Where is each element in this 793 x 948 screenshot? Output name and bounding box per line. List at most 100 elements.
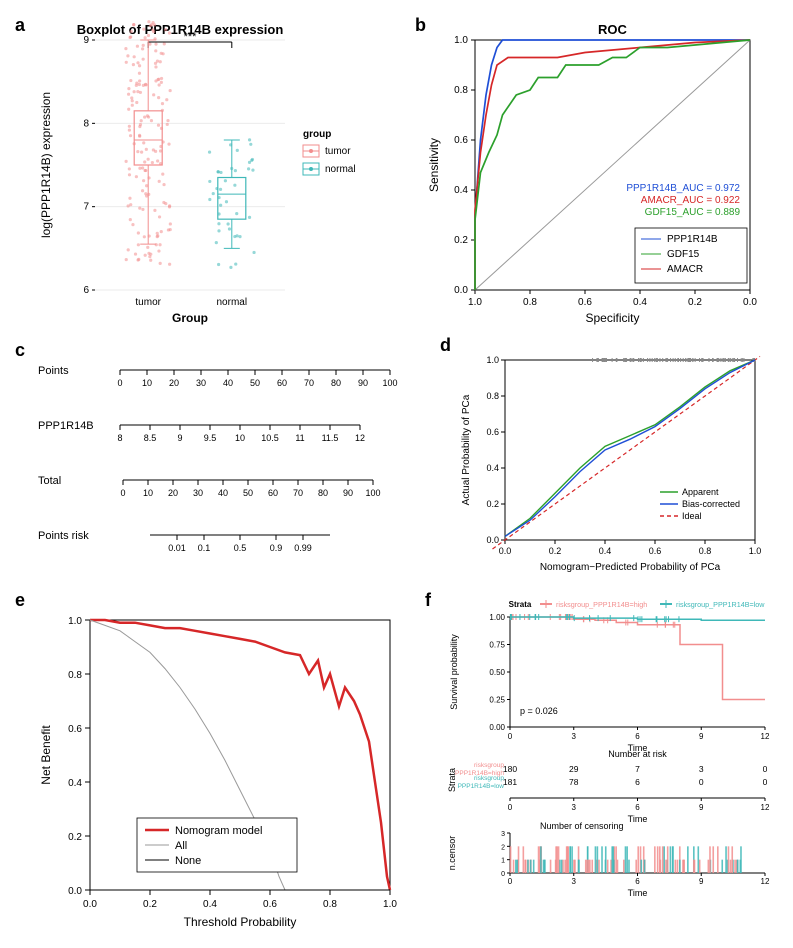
panel-label-f: f (425, 590, 431, 611)
svg-text:12: 12 (761, 732, 770, 741)
svg-text:Specificity: Specificity (585, 311, 639, 325)
calibration-panel: 0.00.00.20.20.40.40.60.60.80.81.01.0Nomo… (455, 345, 780, 585)
svg-text:PPP1R14B_AUC = 0.972: PPP1R14B_AUC = 0.972 (626, 183, 740, 194)
svg-text:Sensitivity: Sensitivity (427, 138, 441, 192)
svg-text:0.6: 0.6 (68, 724, 82, 735)
svg-text:0.8: 0.8 (699, 546, 712, 556)
svg-text:0.75: 0.75 (489, 641, 505, 650)
svg-text:0.4: 0.4 (633, 297, 647, 308)
svg-text:0.5: 0.5 (234, 543, 247, 553)
svg-text:tumor: tumor (135, 297, 161, 308)
svg-text:0.6: 0.6 (578, 297, 592, 308)
svg-text:0.4: 0.4 (599, 546, 612, 556)
svg-text:1.0: 1.0 (486, 355, 499, 365)
svg-text:1.0: 1.0 (68, 616, 82, 627)
svg-text:0: 0 (508, 877, 513, 886)
svg-text:10: 10 (143, 488, 153, 498)
svg-text:29: 29 (569, 764, 579, 774)
svg-text:3: 3 (699, 764, 704, 774)
panel-label-e: e (15, 590, 25, 611)
svg-text:Actual Probability of PCa: Actual Probability of PCa (461, 394, 472, 505)
svg-text:30: 30 (193, 488, 203, 498)
svg-text:60: 60 (277, 378, 287, 388)
svg-text:80: 80 (318, 488, 328, 498)
svg-text:11: 11 (295, 433, 304, 443)
svg-text:6: 6 (635, 877, 640, 886)
svg-text:GDF15: GDF15 (667, 249, 700, 260)
svg-text:11.5: 11.5 (322, 433, 339, 443)
svg-text:0.2: 0.2 (143, 899, 157, 910)
svg-text:0: 0 (699, 777, 704, 787)
svg-text:Strata: Strata (509, 600, 532, 609)
svg-text:risksgroup: risksgroup (474, 775, 504, 782)
panel-label-c: c (15, 340, 25, 361)
svg-text:10.5: 10.5 (261, 433, 279, 443)
svg-text:3: 3 (501, 831, 505, 838)
svg-text:Bias-corrected: Bias-corrected (682, 499, 740, 509)
svg-text:50: 50 (250, 378, 260, 388)
svg-text:0.8: 0.8 (323, 899, 337, 910)
svg-text:Number of censoring: Number of censoring (540, 821, 624, 831)
svg-text:0.8: 0.8 (523, 297, 537, 308)
svg-text:90: 90 (343, 488, 353, 498)
svg-text:3: 3 (572, 732, 577, 741)
svg-text:12: 12 (761, 877, 770, 886)
svg-text:80: 80 (331, 378, 341, 388)
svg-text:60: 60 (268, 488, 278, 498)
svg-text:***: *** (184, 31, 198, 43)
boxplot-panel: Boxplot of PPP1R14B expression6789log(PP… (30, 20, 410, 330)
svg-text:0.4: 0.4 (454, 185, 468, 196)
svg-text:Boxplot of PPP1R14B expression: Boxplot of PPP1R14B expression (77, 22, 284, 37)
svg-text:3: 3 (572, 877, 577, 886)
svg-text:0.01: 0.01 (168, 543, 186, 553)
svg-text:181: 181 (503, 777, 517, 787)
svg-text:6: 6 (635, 803, 640, 812)
svg-text:0.4: 0.4 (203, 899, 217, 910)
svg-text:0.25: 0.25 (489, 696, 505, 705)
svg-text:0.2: 0.2 (688, 297, 702, 308)
svg-text:180: 180 (503, 764, 517, 774)
svg-text:100: 100 (365, 488, 380, 498)
svg-text:0.2: 0.2 (486, 499, 499, 509)
svg-text:30: 30 (196, 378, 206, 388)
roc-panel: ROC1.00.80.60.40.20.00.00.20.40.60.81.0S… (420, 20, 780, 330)
svg-text:0: 0 (120, 488, 125, 498)
svg-text:1.0: 1.0 (749, 546, 762, 556)
svg-text:90: 90 (358, 378, 368, 388)
svg-text:0.8: 0.8 (486, 391, 499, 401)
svg-text:1.0: 1.0 (468, 297, 482, 308)
svg-text:78: 78 (569, 777, 579, 787)
svg-text:10: 10 (142, 378, 152, 388)
svg-text:9: 9 (83, 35, 89, 46)
svg-text:0.0: 0.0 (83, 899, 97, 910)
svg-text:0.6: 0.6 (486, 427, 499, 437)
svg-text:Points: Points (38, 365, 69, 377)
svg-text:0: 0 (763, 777, 768, 787)
dca-panel: 0.00.20.40.60.81.00.00.20.40.60.81.0Thre… (30, 605, 420, 935)
svg-text:tumor: tumor (325, 146, 351, 157)
svg-text:0: 0 (501, 871, 505, 878)
svg-text:8: 8 (117, 433, 122, 443)
svg-text:0.4: 0.4 (68, 778, 82, 789)
svg-text:6: 6 (635, 732, 640, 741)
svg-text:normal: normal (217, 297, 248, 308)
svg-text:0.0: 0.0 (68, 886, 82, 897)
svg-text:70: 70 (304, 378, 314, 388)
svg-text:p = 0.026: p = 0.026 (520, 706, 558, 716)
svg-text:0.9: 0.9 (270, 543, 283, 553)
svg-text:6: 6 (635, 777, 640, 787)
svg-text:n.censor: n.censor (447, 836, 457, 871)
svg-text:0.99: 0.99 (294, 543, 312, 553)
svg-text:Ideal: Ideal (682, 511, 702, 521)
svg-text:Time: Time (628, 888, 648, 898)
svg-text:0.4: 0.4 (486, 463, 499, 473)
svg-text:group: group (303, 129, 331, 140)
svg-text:0.6: 0.6 (263, 899, 277, 910)
svg-text:risksgroup_PPP1R14B=high: risksgroup_PPP1R14B=high (556, 600, 647, 609)
svg-text:0.8: 0.8 (68, 670, 82, 681)
svg-text:0.6: 0.6 (454, 135, 468, 146)
svg-text:PPP1R14B: PPP1R14B (667, 234, 718, 245)
panel-label-d: d (440, 335, 451, 356)
svg-text:Total: Total (38, 475, 61, 487)
svg-text:9: 9 (699, 803, 704, 812)
